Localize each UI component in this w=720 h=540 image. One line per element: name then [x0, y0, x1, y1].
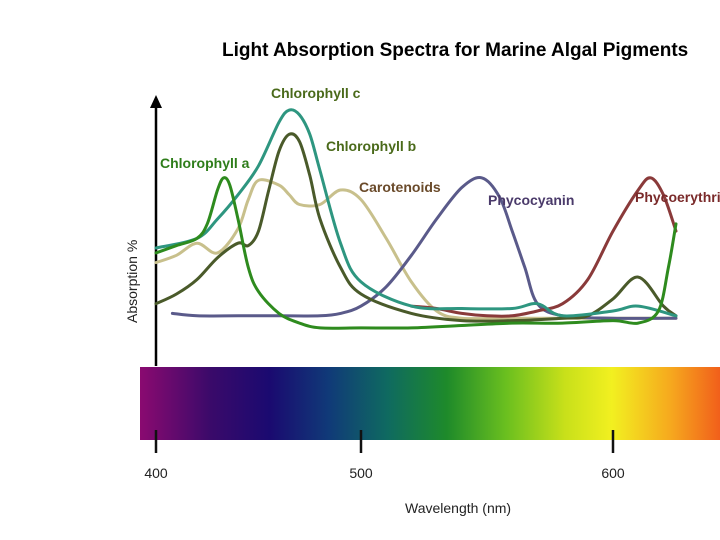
series-label-carotenoids: Carotenoids	[359, 179, 441, 195]
series-label-phycocyanin: Phycocyanin	[488, 192, 574, 208]
y-axis-arrow	[150, 95, 162, 108]
visible-spectrum-bar	[140, 367, 720, 440]
x-axis-label: Wavelength (nm)	[405, 500, 511, 516]
series-line-carotenoids	[154, 178, 678, 321]
series-label-chlorophyll-c: Chlorophyll c	[271, 85, 361, 101]
y-axis-label: Absorption %	[124, 240, 140, 323]
chart-title: Light Absorption Spectra for Marine Alga…	[222, 40, 688, 61]
x-tick-label: 500	[349, 465, 373, 481]
series-labels: Chlorophyll a Chlorophyll b Chlorophyll c C…	[160, 85, 720, 208]
series-curves	[154, 108, 678, 330]
series-line-chlorophyll-c	[154, 108, 678, 318]
x-tick-label: 400	[144, 465, 168, 481]
series-label-chlorophyll-b: Chlorophyll b	[326, 138, 416, 154]
series-line-chlorophyll-a	[154, 176, 678, 330]
x-tick-label: 600	[601, 465, 625, 481]
series-label-chlorophyll-a: Chlorophyll a	[160, 155, 250, 171]
x-ticks: 400 500 600	[144, 430, 625, 481]
series-label-phycoerythrin: Phycoerythrin	[635, 189, 720, 205]
series-line-phycoerythrin	[409, 176, 678, 318]
